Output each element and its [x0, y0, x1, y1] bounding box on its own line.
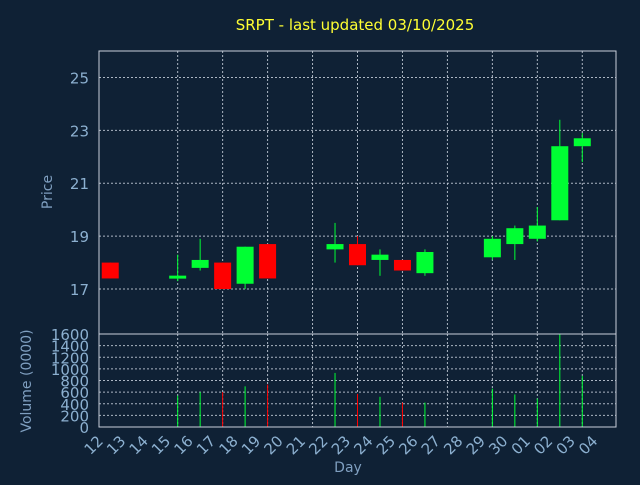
- candle-body: [191, 259, 209, 268]
- candle-30-12: [506, 225, 524, 260]
- x-tick-labels: 1213141516171819202122232425262728293001…: [81, 432, 602, 458]
- candle-body: [506, 228, 524, 245]
- volume-tick-label-800: 800: [60, 373, 89, 391]
- candle-19-5: [259, 244, 277, 279]
- candle-15-1: [169, 254, 187, 282]
- candle-26-10: [416, 249, 434, 276]
- price-tick-label-21: 21: [70, 175, 89, 193]
- price-tick-labels: 17 19 21 23 25: [70, 69, 89, 299]
- price-tick-label-23: 23: [70, 122, 89, 140]
- price-tick-label-19: 19: [70, 228, 89, 246]
- candle-01-13: [528, 207, 546, 242]
- price-tick-label-17: 17: [70, 281, 89, 299]
- x-axis-label: Day: [334, 460, 362, 476]
- volume-tick-label-400: 400: [60, 396, 89, 414]
- volume-tick-label-1600: 1600: [51, 326, 89, 344]
- chart-title: SRPT - last updated 03/10/2025: [236, 16, 475, 34]
- volume-tick-label-0: 0: [79, 419, 89, 437]
- candle-body: [169, 275, 187, 279]
- candle-12-0: [101, 262, 119, 279]
- candle-25-9: [393, 259, 411, 271]
- candle-body: [528, 225, 546, 239]
- volume-panel-frame: [98, 333, 617, 428]
- candle-body: [101, 262, 119, 279]
- candle-body: [236, 246, 254, 284]
- candle-body: [259, 244, 277, 279]
- candle-23-7: [349, 236, 366, 266]
- volume-tick-label-600: 600: [60, 384, 89, 402]
- candle-24-8: [371, 249, 389, 276]
- volume-axis-label: Volume (0000): [19, 329, 35, 432]
- volume-tick-label-1200: 1200: [51, 349, 89, 367]
- candle-17-3: [214, 262, 232, 290]
- price-grid: [99, 51, 616, 334]
- candle-body: [371, 254, 389, 260]
- candle-body: [483, 238, 501, 258]
- candle-body: [214, 262, 232, 290]
- candle-body: [551, 146, 569, 221]
- volume-tick-label-1000: 1000: [51, 361, 89, 379]
- price-axis-label: Price: [40, 175, 56, 209]
- candle-body: [349, 244, 366, 266]
- price-tick-label-25: 25: [70, 69, 89, 87]
- volume-tick-label-200: 200: [60, 407, 89, 425]
- candle-29-11: [483, 236, 501, 260]
- candle-02-14: [551, 119, 569, 221]
- candle-body: [573, 138, 591, 147]
- candle-22-6: [326, 222, 344, 263]
- candle-body: [326, 244, 344, 250]
- price-candles: [101, 119, 591, 290]
- candle-16-2: [191, 238, 209, 271]
- volume-tick-label-1400: 1400: [51, 338, 89, 356]
- candle-18-4: [236, 246, 254, 290]
- candle-body: [393, 259, 411, 271]
- volume-bars: [177, 334, 583, 427]
- candle-body: [416, 252, 434, 274]
- candle-03-15: [573, 132, 591, 163]
